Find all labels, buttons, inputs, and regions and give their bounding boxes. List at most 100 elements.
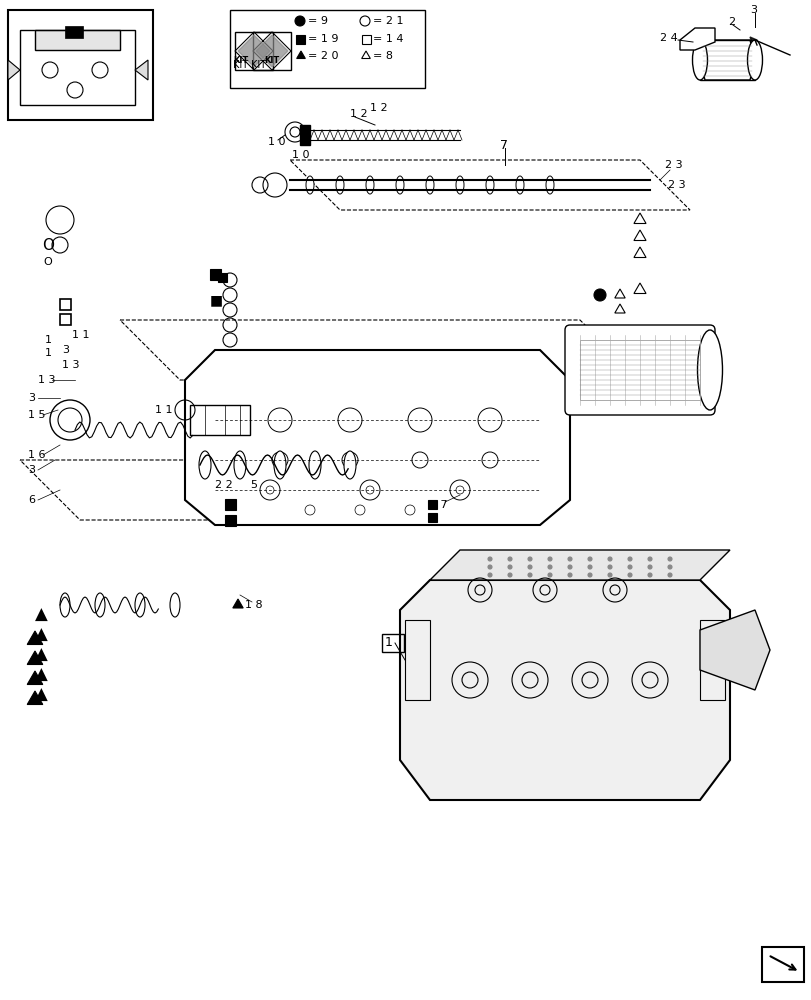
- Polygon shape: [255, 35, 288, 67]
- Polygon shape: [296, 51, 305, 59]
- Text: KIT: KIT: [233, 56, 248, 65]
- Text: 2 3: 2 3: [664, 160, 682, 170]
- Text: O: O: [44, 257, 53, 267]
- Text: ■: ■: [210, 293, 223, 307]
- Circle shape: [587, 573, 591, 577]
- Bar: [234, 32, 272, 70]
- Ellipse shape: [697, 330, 722, 410]
- Text: 1 1: 1 1: [72, 330, 89, 340]
- Bar: [253, 32, 290, 70]
- Polygon shape: [8, 60, 20, 80]
- FancyBboxPatch shape: [564, 325, 714, 415]
- Text: 3: 3: [28, 465, 35, 475]
- Polygon shape: [400, 580, 729, 800]
- Ellipse shape: [426, 176, 433, 194]
- Text: 1 3: 1 3: [62, 360, 79, 370]
- Ellipse shape: [396, 176, 404, 194]
- Text: = 8: = 8: [372, 51, 393, 61]
- Text: 1 0: 1 0: [268, 137, 285, 147]
- Circle shape: [294, 16, 305, 26]
- Polygon shape: [28, 671, 43, 684]
- Ellipse shape: [273, 451, 285, 479]
- Text: 3: 3: [28, 393, 35, 403]
- Bar: [190, 405, 250, 435]
- Text: 1: 1: [45, 335, 52, 345]
- Circle shape: [568, 573, 571, 577]
- Circle shape: [667, 557, 672, 561]
- Circle shape: [594, 289, 605, 301]
- Text: KIT: KIT: [264, 56, 279, 65]
- Polygon shape: [135, 60, 148, 80]
- Circle shape: [667, 573, 672, 577]
- Bar: [8, 10, 152, 120]
- Bar: [761, 947, 803, 982]
- Text: 1: 1: [45, 348, 52, 358]
- Bar: [296, 35, 305, 44]
- Circle shape: [568, 557, 571, 561]
- Text: = 2 1: = 2 1: [372, 16, 403, 26]
- Polygon shape: [185, 350, 569, 525]
- Bar: [217, 273, 227, 282]
- Text: O: O: [42, 237, 54, 252]
- Ellipse shape: [95, 593, 105, 617]
- Bar: [60, 299, 71, 310]
- Bar: [225, 515, 236, 526]
- Bar: [35, 30, 120, 50]
- Bar: [65, 26, 83, 38]
- Polygon shape: [299, 125, 310, 145]
- Polygon shape: [233, 599, 243, 608]
- Text: 1 8: 1 8: [245, 600, 262, 610]
- Text: 1 3: 1 3: [38, 375, 55, 385]
- Bar: [230, 10, 424, 88]
- Bar: [579, 340, 699, 400]
- Text: = 1 9: = 1 9: [307, 34, 338, 44]
- Text: = 2 0: = 2 0: [307, 51, 338, 61]
- Ellipse shape: [456, 176, 463, 194]
- Text: 1 2: 1 2: [350, 109, 367, 119]
- Text: 1 2: 1 2: [370, 103, 387, 113]
- Text: ▲: ▲: [35, 646, 48, 664]
- Bar: [699, 620, 724, 700]
- Text: KIT: KIT: [251, 60, 266, 70]
- Circle shape: [547, 557, 551, 561]
- Ellipse shape: [545, 176, 553, 194]
- Text: 2 4: 2 4: [659, 33, 677, 43]
- Text: 3: 3: [749, 5, 756, 15]
- Circle shape: [587, 565, 591, 569]
- Bar: [362, 35, 371, 44]
- Text: 1 7: 1 7: [430, 500, 447, 510]
- Text: ▲: ▲: [35, 686, 48, 704]
- Circle shape: [547, 573, 551, 577]
- Bar: [427, 500, 436, 509]
- Circle shape: [508, 557, 512, 561]
- Circle shape: [627, 565, 631, 569]
- Ellipse shape: [366, 176, 374, 194]
- Ellipse shape: [515, 176, 523, 194]
- Text: = 9: = 9: [307, 16, 328, 26]
- Text: ▲: ▲: [35, 626, 48, 644]
- Circle shape: [607, 557, 611, 561]
- Text: ▲: ▲: [35, 606, 48, 624]
- Circle shape: [527, 557, 531, 561]
- Text: 1 0: 1 0: [292, 150, 309, 160]
- Text: 1: 1: [384, 636, 393, 650]
- Circle shape: [647, 565, 651, 569]
- Circle shape: [547, 565, 551, 569]
- Ellipse shape: [135, 593, 145, 617]
- Polygon shape: [699, 610, 769, 690]
- Ellipse shape: [306, 176, 314, 194]
- Circle shape: [527, 573, 531, 577]
- Ellipse shape: [747, 40, 762, 80]
- Bar: [381, 634, 404, 652]
- Text: ▲: ▲: [35, 666, 48, 684]
- Ellipse shape: [169, 593, 180, 617]
- Polygon shape: [679, 28, 714, 50]
- Polygon shape: [28, 691, 43, 704]
- Circle shape: [508, 573, 512, 577]
- Bar: [225, 499, 236, 510]
- Circle shape: [487, 557, 491, 561]
- Circle shape: [508, 565, 512, 569]
- Text: 1 1: 1 1: [155, 405, 172, 415]
- Ellipse shape: [486, 176, 493, 194]
- Circle shape: [607, 565, 611, 569]
